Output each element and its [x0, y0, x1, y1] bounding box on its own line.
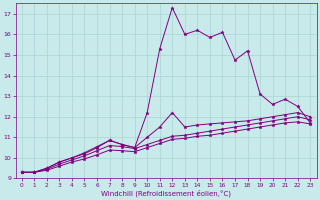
X-axis label: Windchill (Refroidissement éolien,°C): Windchill (Refroidissement éolien,°C) — [101, 189, 231, 197]
